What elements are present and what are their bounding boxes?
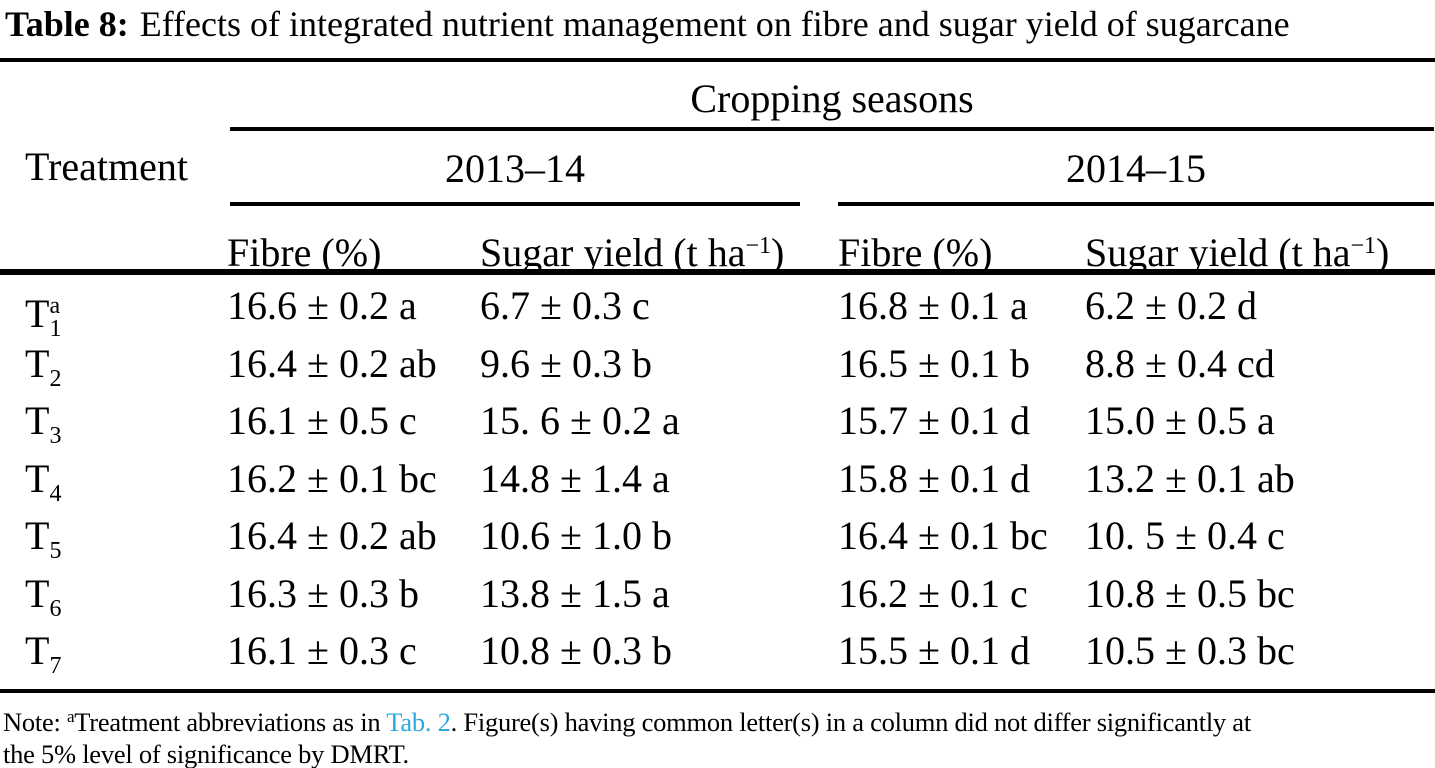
data-cell: 16.2 ± 0.1 c [838,571,1028,616]
treatment-subscript: 3 [49,423,62,449]
treatment-cell: T2 [25,343,62,400]
data-cell: 16.2 ± 0.1 bc [227,456,437,501]
col-header-sugar-season1: Sugar yield (t ha−1) [480,230,785,275]
treatment-subscript: 6 [49,596,62,622]
treatment-cell: T5 [25,515,62,572]
header-treatment: Treatment [25,144,188,189]
table-row: T2 16.4 ± 0.2 ab 9.6 ± 0.3 b 16.5 ± 0.1 … [0,343,1435,395]
data-cell: 15.8 ± 0.1 d [838,456,1030,501]
data-cell: 13.2 ± 0.1 ab [1085,456,1295,501]
table-row: T5 16.4 ± 0.2 ab 10.6 ± 1.0 b 16.4 ± 0.1… [0,515,1435,567]
data-cell: 15. 6 ± 0.2 a [480,398,680,443]
data-cell: 13.8 ± 1.5 a [480,571,670,616]
data-cell: 16.1 ± 0.5 c [227,398,417,443]
treatment-cell: Ta1 [25,285,62,350]
data-cell: 14.8 ± 1.4 a [480,456,670,501]
data-cell: 9.6 ± 0.3 b [480,341,652,386]
treatment-subscript: 1 [49,316,62,342]
data-cell: 10.6 ± 1.0 b [480,513,672,558]
rule-under-season-2013-14 [230,202,800,206]
header-cropping-seasons: Cropping seasons [690,76,974,121]
rule-header-bottom [0,269,1435,275]
data-cell: 16.1 ± 0.3 c [227,628,417,673]
tab2-link[interactable]: Tab. 2 [386,707,451,737]
data-cell: 16.3 ± 0.3 b [227,571,419,616]
header-year-2014-15: 2014–15 [1066,146,1206,191]
data-cell: 6.7 ± 0.3 c [480,283,650,328]
rule-under-cropping-seasons [230,127,1434,131]
footnote-superscript: a [67,707,75,726]
data-cell: 15.0 ± 0.5 a [1085,398,1275,443]
treatment-cell: T7 [25,630,62,687]
table-row: Ta1 16.6 ± 0.2 a 6.7 ± 0.3 c 16.8 ± 0.1 … [0,283,1435,343]
table-row: T3 16.1 ± 0.5 c 15. 6 ± 0.2 a 15.7 ± 0.1… [0,400,1435,452]
footnote-line1: Note: aTreatment abbreviations as in Tab… [3,707,1251,737]
table-row: T4 16.2 ± 0.1 bc 14.8 ± 1.4 a 15.8 ± 0.1… [0,458,1435,510]
data-cell: 10.5 ± 0.3 bc [1085,628,1295,673]
data-cell: 16.5 ± 0.1 b [838,341,1030,386]
caption-text: Effects of integrated nutrient managemen… [139,4,1290,44]
data-cell: 10. 5 ± 0.4 c [1085,513,1285,558]
data-cell: 16.4 ± 0.1 bc [838,513,1048,558]
col-header-sugar-season2: Sugar yield (t ha−1) [1085,230,1390,275]
treatment-superscript: a [49,293,61,319]
col-header-fibre-season1: Fibre (%) [227,230,382,275]
treatment-subscript: 7 [49,653,62,679]
data-cell: 10.8 ± 0.5 bc [1085,571,1295,616]
treatment-subscript: 5 [49,538,62,564]
caption-label: Table 8: [5,4,129,44]
table-row: T7 16.1 ± 0.3 c 10.8 ± 0.3 b 15.5 ± 0.1 … [0,630,1435,682]
header-year-2013-14: 2013–14 [445,146,585,191]
rule-top [0,58,1435,62]
treatment-cell: T4 [25,458,62,515]
rule-under-season-2014-15 [838,202,1434,206]
superscript: −1 [1350,233,1377,259]
data-cell: 8.8 ± 0.4 cd [1085,341,1275,386]
data-cell: 15.7 ± 0.1 d [838,398,1030,443]
data-cell: 16.4 ± 0.2 ab [227,341,437,386]
data-cell: 6.2 ± 0.2 d [1085,283,1257,328]
footnote: Note: aTreatment abbreviations as in Tab… [3,701,1435,768]
table-row: T6 16.3 ± 0.3 b 13.8 ± 1.5 a 16.2 ± 0.1 … [0,573,1435,625]
treatment-subscript: 4 [49,481,62,507]
treatment-subscript: 2 [49,366,62,392]
data-cell: 16.6 ± 0.2 a [227,283,417,328]
treatment-cell: T6 [25,573,62,630]
data-cell: 15.5 ± 0.1 d [838,628,1030,673]
data-cell: 16.8 ± 0.1 a [838,283,1028,328]
superscript: −1 [745,233,772,259]
treatment-cell: T3 [25,400,62,457]
table-caption: Table 8: Effects of integrated nutrient m… [5,4,1290,44]
col-header-fibre-season2: Fibre (%) [838,230,993,275]
footnote-line2: the 5% level of significance by DMRT. [3,739,409,768]
rule-table-bottom [0,689,1435,693]
data-cell: 10.8 ± 0.3 b [480,628,672,673]
data-cell: 16.4 ± 0.2 ab [227,513,437,558]
